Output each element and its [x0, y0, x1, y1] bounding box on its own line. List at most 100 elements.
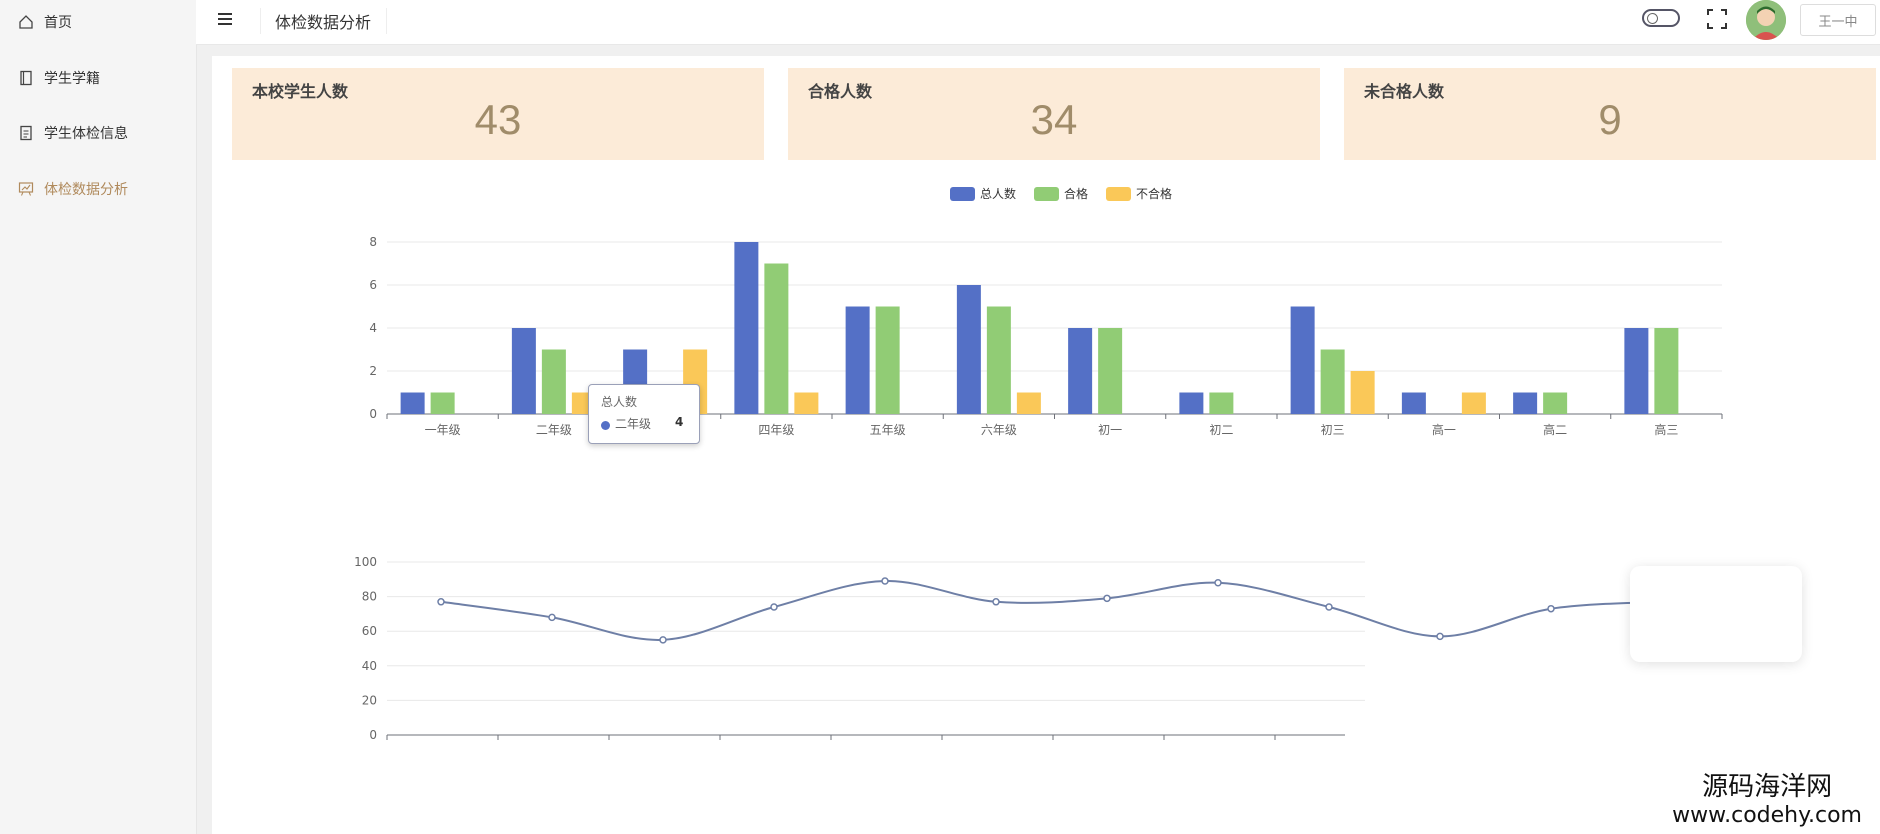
bar [1513, 392, 1538, 414]
book-icon [18, 70, 34, 86]
document-icon [18, 125, 34, 141]
bar [1016, 392, 1041, 414]
floating-card [1630, 566, 1802, 662]
legend-swatch [1034, 187, 1059, 201]
bar [734, 242, 759, 414]
y-tick-label: 80 [362, 590, 377, 604]
x-tick-label: 高二 [1543, 422, 1567, 437]
bar [1098, 328, 1123, 414]
sun-icon [1647, 13, 1658, 24]
legend-label: 合格 [1064, 186, 1088, 201]
header-divider [386, 8, 387, 34]
sidebar-item-data-analysis[interactable]: 体检数据分析 [18, 177, 128, 201]
x-tick-label: 高一 [1432, 422, 1456, 437]
line-point [881, 577, 889, 585]
bar [1320, 349, 1345, 414]
legend-swatch [950, 187, 975, 201]
sidebar-item-label: 学生学籍 [44, 71, 100, 87]
chart-tooltip: 总人数 二年级 4 [588, 384, 700, 444]
line-point [1436, 632, 1444, 641]
content-panel: 本校学生人数 43 合格人数 34 未合格人数 9 [212, 56, 1880, 834]
chart-board-icon [18, 181, 34, 197]
stat-card-failed: 未合格人数 9 [1344, 68, 1876, 160]
bar [511, 328, 536, 414]
legend-label: 不合格 [1136, 186, 1172, 201]
stat-card-passed: 合格人数 34 [788, 68, 1320, 160]
bar [1624, 328, 1649, 414]
x-tick-label: 高三 [1654, 422, 1678, 437]
x-tick-label: 二年级 [536, 423, 572, 437]
line-point [770, 603, 778, 611]
top-header: 体检数据分析 王一中 [196, 0, 1880, 45]
y-tick-label: 100 [354, 555, 377, 569]
bar [1461, 392, 1486, 414]
x-tick-label: 五年级 [870, 423, 906, 437]
stat-label: 本校学生人数 [252, 82, 349, 101]
user-menu-button[interactable]: 王一中 [1800, 4, 1876, 36]
y-tick-label: 2 [369, 364, 377, 378]
bar [430, 392, 455, 414]
watermark-line1: 源码海洋网 [1702, 772, 1833, 802]
y-tick-label: 0 [369, 728, 377, 742]
tooltip-title: 总人数 [601, 395, 638, 409]
sidebar-item-label: 首页 [44, 15, 72, 31]
sidebar-item-health-info[interactable]: 学生体检信息 [18, 121, 128, 145]
fullscreen-icon[interactable] [1706, 8, 1728, 30]
bar [541, 349, 566, 414]
legend-swatch [1106, 187, 1131, 201]
bar [1068, 328, 1093, 414]
tooltip-value: 4 [675, 415, 684, 429]
sidebar-item-home[interactable]: 首页 [18, 10, 72, 34]
y-tick-label: 0 [369, 407, 377, 421]
y-tick-label: 20 [362, 693, 377, 707]
line-point [659, 636, 667, 644]
watermark: 源码海洋网 www.codehy.com [1672, 766, 1862, 828]
sidebar: 首页 学生学籍 学生体检信息 体检数据分析 [0, 0, 197, 834]
line-point [1547, 604, 1555, 613]
x-tick-label: 六年级 [981, 423, 1017, 437]
bar [764, 263, 789, 414]
bar [986, 306, 1011, 414]
bar [956, 285, 981, 414]
stat-label: 未合格人数 [1364, 82, 1445, 101]
line-point [548, 613, 556, 622]
line-point [1325, 603, 1333, 611]
page-title: 体检数据分析 [275, 13, 372, 32]
stat-value: 9 [1598, 96, 1622, 143]
legend-label: 总人数 [980, 186, 1016, 201]
bar [1209, 392, 1234, 414]
line-series [440, 580, 1663, 641]
line-point [437, 598, 445, 606]
x-tick-label: 初一 [1098, 423, 1122, 437]
y-tick-label: 4 [369, 321, 377, 335]
y-tick-label: 6 [369, 278, 377, 292]
home-icon [18, 14, 34, 30]
watermark-line2: www.codehy.com [1672, 803, 1862, 828]
avatar[interactable] [1746, 0, 1786, 40]
bar [1543, 392, 1568, 414]
bar [875, 306, 900, 414]
stat-value: 34 [1030, 96, 1078, 143]
bar [845, 306, 870, 414]
x-tick-label: 初二 [1209, 423, 1233, 437]
y-tick-label: 8 [369, 235, 377, 249]
x-tick-label: 初三 [1321, 423, 1345, 437]
line-point [1214, 579, 1222, 587]
tooltip-marker [601, 421, 610, 430]
y-tick-label: 40 [362, 659, 377, 673]
bar [1401, 392, 1426, 414]
line-point [992, 598, 1000, 606]
tooltip-name: 二年级 [615, 417, 652, 431]
theme-toggle[interactable] [1642, 9, 1680, 27]
bar [1179, 392, 1204, 414]
sidebar-item-label: 学生体检信息 [44, 126, 128, 142]
x-tick-label: 四年级 [758, 423, 794, 437]
menu-toggle-icon[interactable] [218, 13, 232, 25]
sidebar-item-student-records[interactable]: 学生学籍 [18, 66, 100, 90]
stat-label: 合格人数 [808, 82, 873, 101]
bar [1654, 328, 1679, 414]
bar [794, 392, 819, 414]
bar [400, 392, 425, 414]
